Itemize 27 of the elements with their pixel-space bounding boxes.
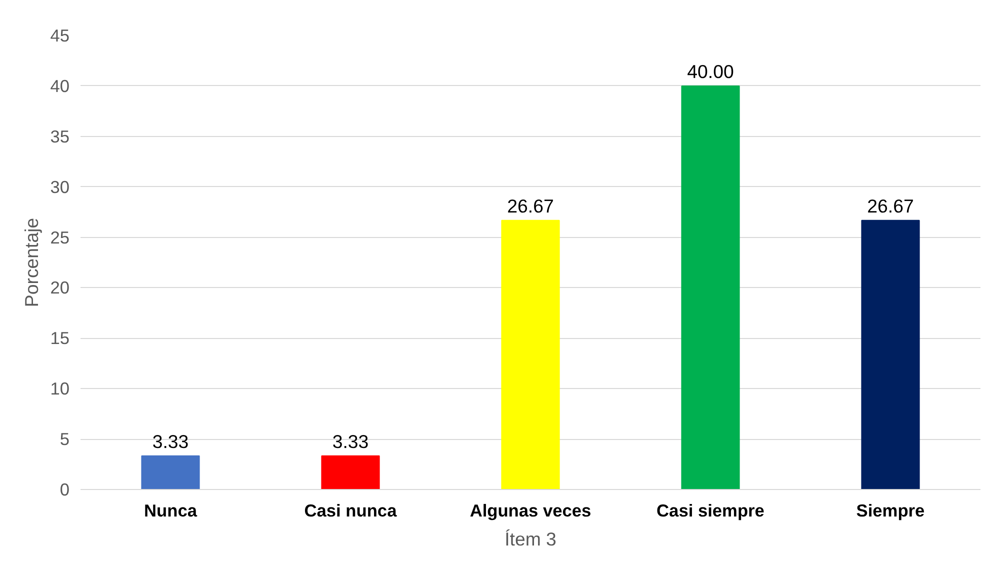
x-tick-label: Casi nunca (304, 500, 398, 520)
y-tick-label: 40 (50, 76, 70, 96)
x-tick-label: Casi siempre (656, 500, 765, 520)
y-tick-label: 0 (60, 480, 70, 500)
y-axis-title: Porcentaje (21, 218, 42, 308)
x-tick-label: Nunca (144, 500, 198, 520)
data-label: 40.00 (687, 60, 734, 82)
bar (681, 85, 740, 490)
data-label: 26.67 (867, 195, 914, 216)
y-tick-label: 30 (50, 176, 70, 197)
data-label: 3.33 (152, 430, 189, 452)
y-tick-label: 5 (60, 429, 70, 450)
data-label: 3.33 (332, 430, 369, 452)
y-tick-label: 35 (50, 126, 70, 146)
y-tick-label: 25 (50, 227, 70, 248)
y-tick-label: 15 (50, 328, 70, 348)
bar (501, 220, 560, 490)
x-axis-title: Ítem 3 (504, 528, 556, 550)
data-label: 26.67 (507, 195, 554, 216)
x-tick-label: Algunas veces (470, 500, 592, 520)
y-tick-label: 10 (50, 378, 70, 399)
bar (861, 220, 920, 490)
bar (141, 455, 200, 490)
y-tick-label: 45 (50, 26, 70, 46)
x-tick-label: Siempre (856, 500, 926, 520)
y-tick-label: 20 (50, 278, 70, 298)
bar (321, 455, 380, 490)
